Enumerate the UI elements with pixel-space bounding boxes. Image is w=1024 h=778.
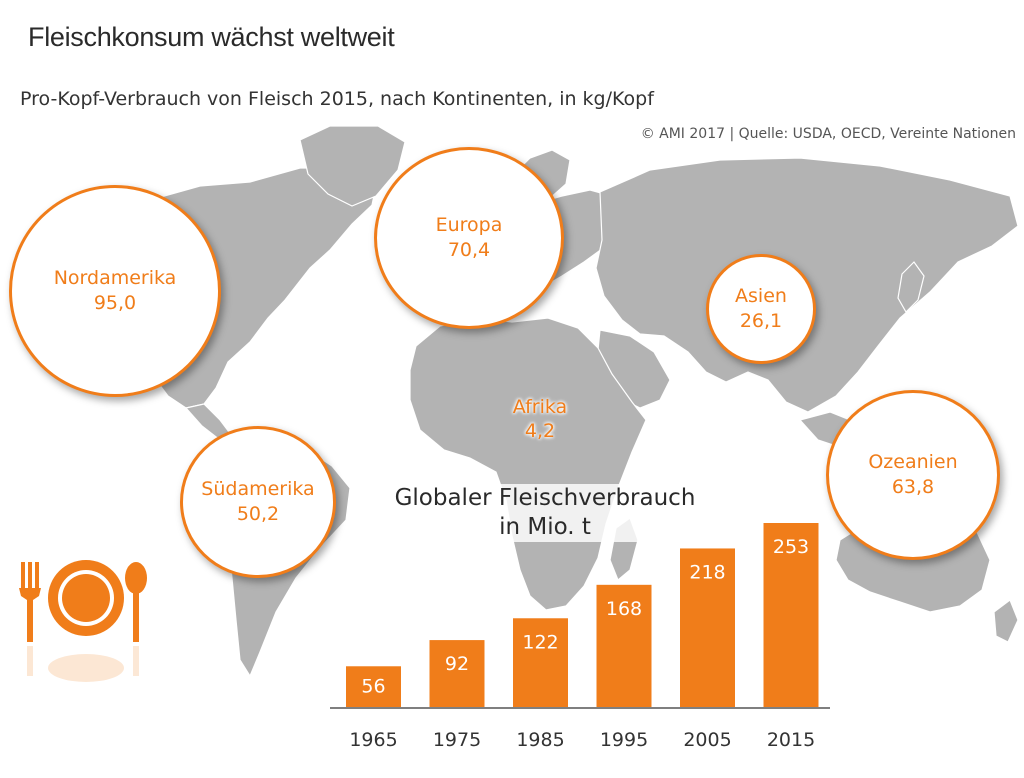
bubble-nordamerika: Nordamerika 95,0: [9, 185, 221, 397]
bar-value-label: 218: [689, 561, 725, 583]
map-greenland: [299, 125, 406, 207]
continent-name: Südamerika: [201, 478, 315, 501]
continent-name: Ozeanien: [868, 451, 958, 474]
x-tick-label: 1985: [516, 729, 564, 751]
continent-value: 26,1: [739, 310, 783, 332]
bar-value-label: 56: [361, 675, 385, 697]
bubble-suedamerika: Südamerika 50,2: [180, 426, 336, 578]
x-tick-label: 1975: [433, 729, 481, 751]
bar: [680, 548, 735, 707]
bar: [763, 523, 819, 707]
bubble-europa: Europa 70,4: [374, 147, 564, 329]
bar-value-label: 122: [522, 631, 558, 653]
bar: [429, 640, 485, 707]
bar-value-label: 253: [773, 536, 809, 558]
map-new-zealand: [993, 599, 1019, 643]
continent-value: 95,0: [93, 292, 137, 314]
spoon-icon: [125, 562, 147, 642]
continent-value: 70,4: [447, 239, 491, 261]
continent-name: Europa: [435, 214, 503, 237]
continent-name: Asien: [735, 285, 787, 308]
x-tick-label: 2015: [767, 729, 815, 751]
continent-value: 50,2: [236, 503, 280, 525]
bar: [513, 618, 568, 707]
fork-icon: [19, 562, 41, 642]
bar-value-label: 92: [445, 653, 469, 675]
chart-subtitle-line: in Mio. t: [499, 513, 591, 540]
continent-value: 63,8: [891, 476, 935, 498]
bubble-ozeanien: Ozeanien 63,8: [826, 390, 1000, 560]
bubble-asien: Asien 26,1: [706, 254, 816, 364]
cutlery-icon-group: [19, 560, 147, 682]
x-tick-label: 1965: [349, 729, 397, 751]
page-subtitle: Pro-Kopf-Verbrauch von Fleisch 2015, nac…: [20, 88, 654, 110]
page-title: Fleischkonsum wächst weltweit: [28, 22, 395, 52]
bar: [346, 666, 401, 707]
x-tick-label: 1995: [600, 729, 648, 751]
plate-icon: [48, 560, 124, 636]
continent-name: Afrika: [512, 396, 568, 418]
bar: [596, 584, 652, 707]
chart-title-line: Globaler Fleischverbrauch: [394, 485, 696, 511]
continent-value: 4,2: [524, 419, 556, 442]
continent-name: Nordamerika: [53, 267, 177, 290]
map-japan: [897, 261, 925, 313]
x-tick-label: 2005: [683, 729, 731, 751]
chart-title: Globaler Fleischverbrauch in Mio. t: [390, 484, 700, 542]
label-afrika: Afrika 4,2: [498, 396, 582, 444]
source-note: © AMI 2017 | Quelle: USDA, OECD, Vereint…: [640, 126, 1016, 142]
bar-value-label: 168: [606, 598, 642, 620]
